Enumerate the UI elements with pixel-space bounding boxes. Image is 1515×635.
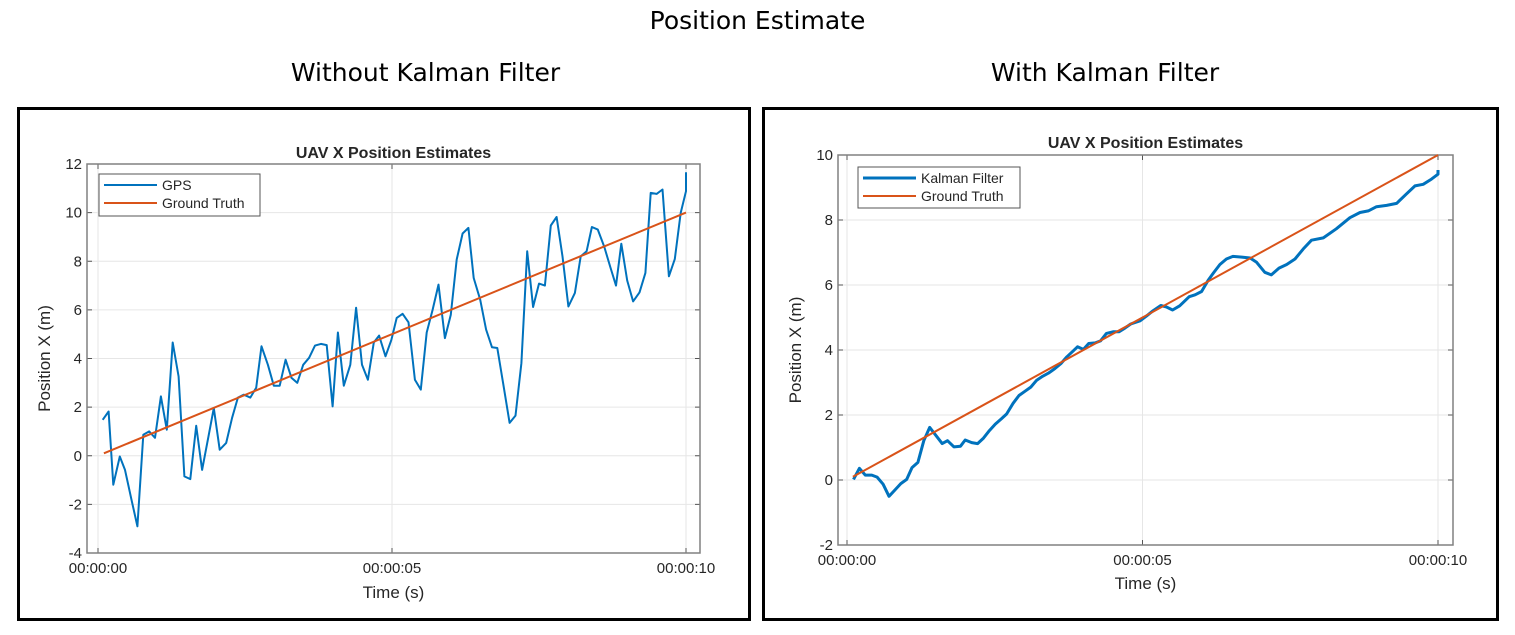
axes-box [837,154,1454,546]
figure-title: Position Estimate [649,6,866,35]
x-axis-label: Time (s) [1115,574,1177,593]
y-tick-label: -4 [69,545,82,562]
y-tick-label: 0 [825,472,833,489]
x-tick-label: 00:00:10 [657,560,715,577]
axes-box [86,163,701,554]
y-tick-label: 8 [825,212,833,229]
y-tick-label: 8 [74,253,82,270]
panel-with-kalman [762,107,1499,621]
y-tick-label: 6 [74,302,82,319]
x-tick-label: 00:00:00 [818,552,876,569]
chart-0: -4 -2 0 2 4 6 8 10 12 00:00:00 00:00:05 00:00:10 UAV… [35,145,715,602]
x-tick-label: 00:00:05 [363,560,421,577]
y-tick-label: 10 [65,205,82,222]
series-line-kalman-filter [852,170,1440,498]
x-axis-label: Time (s) [363,583,425,602]
legend-label: Ground Truth [921,188,1004,204]
legend-label: Ground Truth [162,195,245,211]
y-tick-label: 4 [74,351,82,368]
legend-label: Kalman Filter [921,170,1004,186]
y-axis-label: Position X (m) [35,305,54,412]
legend-box [857,166,1021,209]
y-tick-label: 2 [74,399,82,416]
series-line-gps [101,172,687,528]
series-line-ground-truth [103,211,687,455]
legend: GPS Ground Truth [98,173,261,217]
y-axis-label: Position X (m) [786,297,805,404]
x-tick-label: 00:00:05 [1113,552,1171,569]
y-tick-label: -2 [820,537,833,554]
panel-without-kalman [17,107,751,621]
subtitle-with-kalman: With Kalman Filter [990,58,1220,87]
y-tick-label: 12 [65,156,82,173]
y-tick-label: -2 [69,496,82,513]
legend-box [98,173,261,217]
series-line-ground-truth [852,154,1439,478]
y-tick-label: 6 [825,277,833,294]
y-tick-label: 0 [74,448,82,465]
chart-title: UAV X Position Estimates [1048,135,1243,152]
chart-1: -2 0 2 4 6 8 10 00:00:00 00:00:05 00:00:10 UAV X P… [786,135,1467,593]
legend-label: GPS [162,177,192,193]
legend: Kalman Filter Ground Truth [857,166,1021,209]
chart-title: UAV X Position Estimates [296,145,491,162]
x-tick-label: 00:00:00 [69,560,127,577]
y-tick-label: 4 [825,342,833,359]
subtitle-without-kalman: Without Kalman Filter [290,58,561,87]
y-tick-label: 10 [816,147,833,164]
x-tick-label: 00:00:10 [1409,552,1467,569]
y-tick-label: 2 [825,407,833,424]
